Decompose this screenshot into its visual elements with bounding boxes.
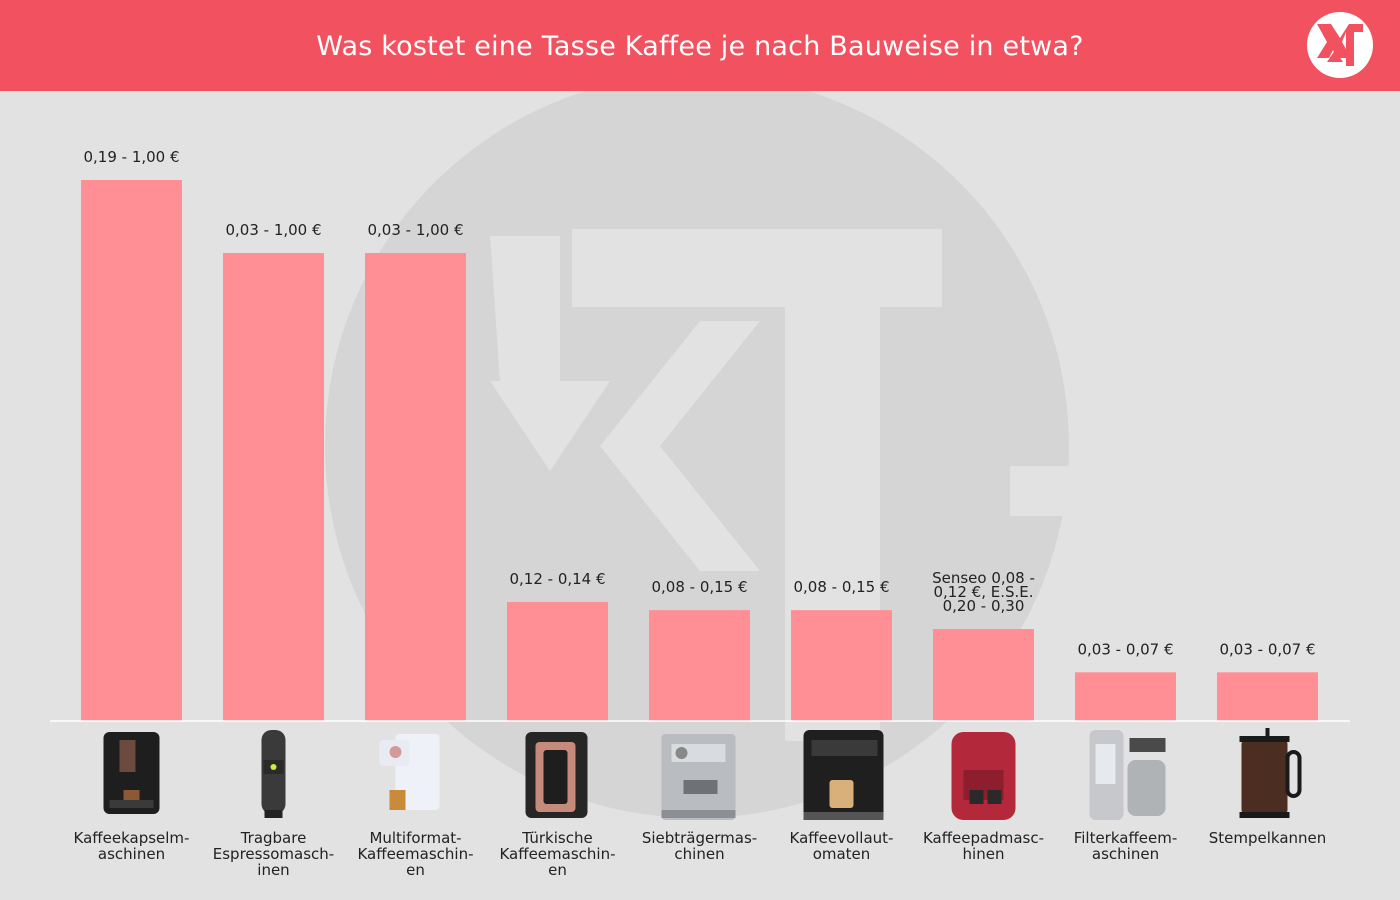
value-label-2: 0,03 - 1,00 €	[367, 221, 463, 239]
bar-3	[507, 601, 608, 721]
capsule-machine-icon	[103, 732, 160, 814]
category-label-8: Stempelkannen	[1209, 829, 1327, 847]
portable-espresso-maker-icon	[261, 730, 286, 818]
portafilter-machine-icon	[661, 734, 736, 820]
value-label-6: Senseo 0,08 -0,12 €, E.S.E. 0,20 - 0,30	[932, 569, 1035, 615]
value-label-4: 0,08 - 0,15 €	[651, 578, 747, 596]
value-label-1: 0,03 - 1,00 €	[225, 221, 321, 239]
fully-automatic-machine-icon	[803, 730, 884, 820]
value-label-0: 0,19 - 1,00 €	[83, 148, 179, 166]
bar-4	[649, 610, 750, 721]
value-label-3: 0,12 - 0,14 €	[509, 570, 605, 588]
value-label-8: 0,03 - 0,07 €	[1219, 640, 1315, 658]
french-press-icon	[1239, 728, 1302, 818]
bar-8	[1217, 672, 1318, 721]
xt-logo-icon	[1307, 12, 1373, 78]
category-label-6: Kaffeepadmasc-hinen	[923, 829, 1044, 863]
value-label-5: 0,08 - 0,15 €	[793, 578, 889, 596]
category-label-7: Filterkaffeem-aschinen	[1074, 829, 1178, 863]
category-label-5: Kaffeevollaut-omaten	[790, 829, 894, 863]
header-bar: Was kostet eine Tasse Kaffee je nach Bau…	[0, 0, 1400, 91]
bar-2	[365, 253, 466, 721]
bar-5	[791, 610, 892, 721]
filter-coffee-machine-icon	[1089, 730, 1166, 820]
turkish-coffee-machine-icon	[525, 732, 588, 818]
bar-0	[81, 180, 182, 721]
category-label-3: Türkische Kaffeemaschin-en	[499, 829, 615, 879]
category-label-4: Siebträgermas-chinen	[642, 829, 757, 863]
category-label-0: Kaffeekapselm-aschinen	[74, 829, 190, 863]
bar-6	[933, 629, 1034, 721]
category-label-1: Tragbare Espressomasch-inen	[213, 829, 334, 879]
bar-1	[223, 253, 324, 721]
bar-7	[1075, 672, 1176, 721]
category-label-2: Multiformat-Kaffeemaschin-en	[357, 829, 473, 879]
multiformat-machine-icon	[379, 734, 440, 810]
page-title: Was kostet eine Tasse Kaffee je nach Bau…	[316, 31, 1084, 62]
value-label-7: 0,03 - 0,07 €	[1077, 640, 1173, 658]
pad-machine-icon	[951, 732, 1016, 820]
